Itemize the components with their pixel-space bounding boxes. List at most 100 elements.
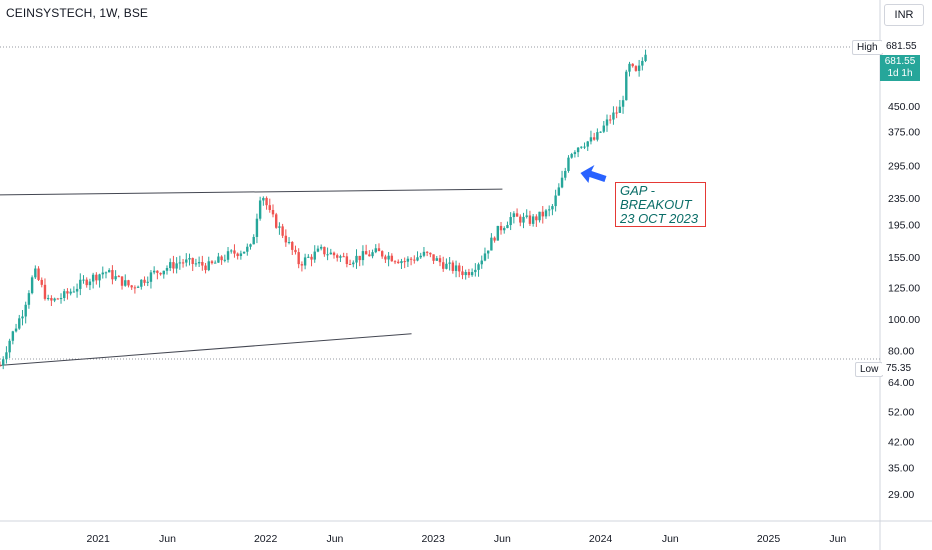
candle-body (477, 264, 480, 270)
candle-body (429, 252, 432, 255)
candle-body (583, 146, 586, 148)
candle-body (18, 318, 21, 329)
candle-body (287, 242, 291, 244)
candle-body (496, 225, 500, 241)
candle-body (371, 252, 374, 257)
x-tick-label: 2024 (589, 533, 613, 545)
candle-body (631, 63, 634, 67)
candle-body (406, 258, 410, 262)
candle-body (104, 272, 108, 274)
candle-body (531, 216, 535, 224)
candle-body (393, 261, 397, 263)
breakout-annotation[interactable]: GAP - BREAKOUT 23 OCT 2023 (615, 182, 706, 227)
x-tick-label: 2021 (87, 533, 111, 545)
annotation-arrow (580, 165, 607, 184)
candle-body (352, 262, 355, 265)
candle-body (570, 154, 573, 158)
candle-body (486, 250, 490, 254)
candle-body (75, 288, 79, 292)
candle-body (34, 268, 37, 278)
candle-body (258, 200, 262, 219)
candle-body (236, 253, 239, 257)
currency-button[interactable]: INR (884, 4, 924, 26)
candle-body (130, 285, 133, 288)
candle-body (210, 261, 214, 264)
candle-body (519, 216, 522, 223)
y-tick-label: 80.00 (888, 345, 914, 357)
candle-body (0, 365, 2, 367)
candle-body (541, 211, 544, 217)
candle-body (159, 272, 162, 275)
candle-body (172, 262, 175, 269)
candle-body (380, 251, 384, 257)
y-tick-label: 29.00 (888, 489, 914, 501)
x-tick-label: Jun (159, 533, 176, 545)
candle-body (230, 250, 233, 252)
candle-body (46, 298, 50, 300)
bar-countdown: 1d 1h (887, 68, 913, 79)
candle-body (56, 298, 60, 300)
candle-body (213, 262, 217, 264)
candle-body (136, 286, 140, 288)
candle-body (111, 270, 114, 280)
y-tick-label: 42.00 (888, 437, 914, 449)
candle-body (69, 291, 72, 294)
candle-body (156, 270, 159, 273)
candle-body (589, 137, 593, 142)
candle-body (634, 66, 638, 71)
candle-body (499, 225, 503, 231)
candle-body (493, 237, 496, 241)
candle-body (178, 262, 182, 264)
low-value: 75.35 (882, 362, 916, 375)
candle-body (615, 112, 618, 114)
candle-body (14, 328, 18, 332)
x-tick-label: Jun (326, 533, 343, 545)
candle-body (197, 261, 201, 264)
candle-body (576, 147, 580, 153)
candle-body (503, 228, 506, 231)
candle-body (30, 277, 34, 294)
candle-body (255, 218, 259, 237)
candle-body (124, 280, 127, 286)
candle-body (547, 209, 551, 211)
high-label: High (852, 40, 883, 55)
candle-body (40, 279, 43, 285)
candle-body (458, 265, 461, 272)
candle-body (252, 236, 255, 245)
candle-body (425, 251, 429, 253)
candle-body (223, 259, 227, 261)
candle-body (27, 293, 31, 305)
candle-body (162, 270, 165, 275)
y-tick-label: 375.00 (888, 127, 920, 139)
y-tick-label: 100.00 (888, 314, 920, 326)
candle-body (596, 132, 599, 140)
candle-body (374, 248, 377, 253)
candle-body (82, 279, 85, 281)
candle-body (609, 119, 612, 121)
candle-body (66, 291, 69, 294)
candle-body (2, 359, 5, 366)
candle-body (149, 272, 153, 282)
candle-body (551, 206, 554, 210)
candle-body (313, 251, 316, 260)
candle-body (188, 258, 191, 260)
candle-body (72, 291, 76, 293)
last-price-value: 681.55 (884, 56, 916, 67)
candle-body (387, 255, 390, 260)
candle-body (265, 197, 268, 206)
candle-body (621, 100, 625, 107)
candle-body (480, 260, 483, 265)
candle-body (120, 276, 124, 286)
candle-body (319, 246, 323, 249)
candle-body (467, 272, 471, 276)
candle-body (101, 272, 104, 275)
candle-body (291, 242, 294, 250)
candle-body (165, 268, 169, 271)
candle-body (249, 244, 252, 247)
candle-body (300, 264, 304, 266)
candle-body (342, 256, 345, 258)
candle-body (11, 331, 15, 341)
candle-body (117, 276, 121, 278)
candle-body (580, 146, 583, 148)
